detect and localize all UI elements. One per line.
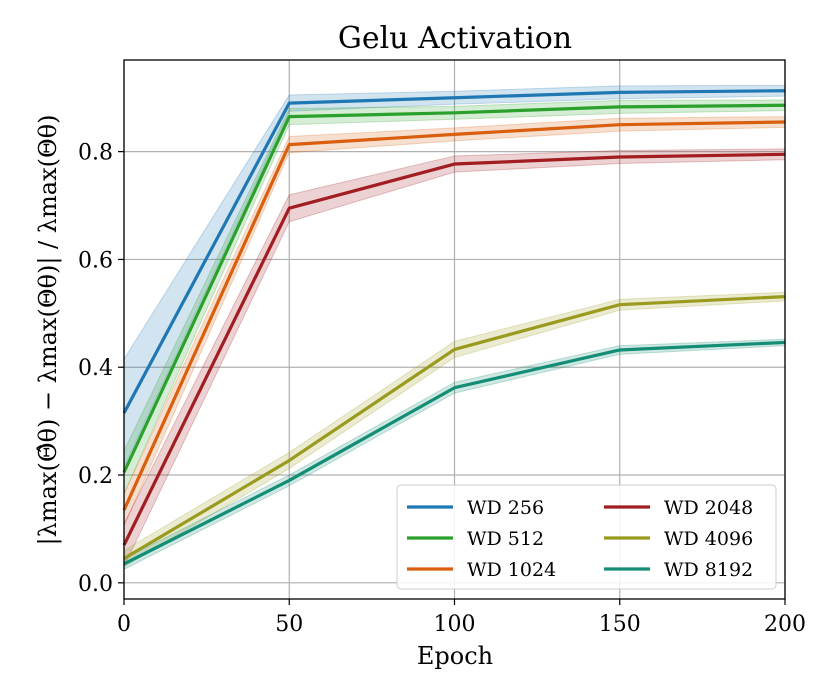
series-line	[122, 103, 786, 474]
chart-title: Gelu Activation	[338, 21, 572, 56]
y-tick-label: 0.8	[78, 141, 113, 166]
y-tick-label: 0.4	[78, 356, 113, 381]
series-line	[122, 120, 786, 511]
x-tick-label: 0	[117, 612, 131, 637]
x-tick-label: 50	[275, 612, 303, 637]
legend-label: WD 1024	[467, 559, 556, 581]
legend-label: WD 256	[467, 497, 544, 519]
y-axis-ticks: 0.0 0.2 0.4 0.6 0.8	[78, 141, 124, 597]
y-tick-label: 0.0	[78, 572, 113, 597]
x-tick-label: 150	[599, 612, 641, 637]
x-axis-ticks: 0 50 100 150 200	[117, 599, 806, 637]
x-axis-title: Epoch	[417, 642, 493, 670]
legend: WD 256 WD 512 WD 1024 WD 2048 WD 4096 WD 8192	[396, 484, 777, 590]
series-lines	[122, 89, 786, 566]
series-line	[122, 89, 786, 414]
legend-label: WD 2048	[664, 497, 753, 519]
series-line	[122, 152, 786, 546]
x-tick-label: 100	[434, 612, 476, 637]
y-tick-label: 0.2	[78, 464, 113, 489]
y-axis-title: |λmax(Θ̂θ) − λmax(Θθ)| / λmax(Θθ)	[34, 115, 63, 546]
y-tick-label: 0.6	[78, 248, 113, 273]
legend-label: WD 4096	[664, 528, 753, 550]
x-tick-label: 200	[764, 612, 806, 637]
series-line	[123, 340, 786, 566]
legend-label: WD 512	[467, 528, 544, 550]
series-line	[123, 295, 786, 560]
legend-label: WD 8192	[664, 559, 753, 581]
legend-frame	[396, 484, 777, 590]
